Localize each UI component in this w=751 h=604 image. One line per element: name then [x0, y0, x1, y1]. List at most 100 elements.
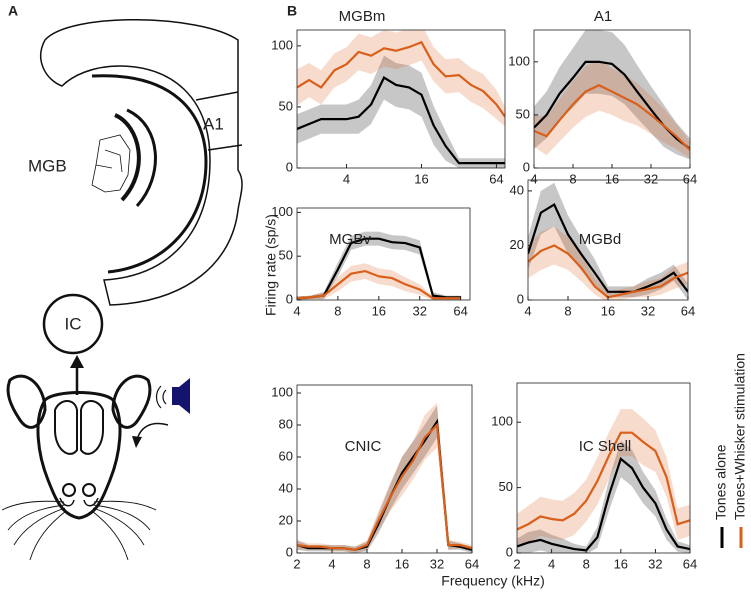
chart-title: MGBv: [329, 231, 371, 248]
plot-frame: [516, 382, 691, 554]
y-tick-label: 40: [279, 480, 293, 495]
error-band: [297, 402, 472, 553]
y-tick-label: 100: [271, 204, 293, 219]
x-tick-label: 32: [430, 556, 444, 571]
x-tick-label: 8: [363, 556, 370, 571]
x-tick-label: 8: [564, 303, 571, 318]
y-tick-label: 0: [506, 544, 513, 559]
x-axis-label: Frequency (kHz): [441, 573, 544, 589]
plot-frame: [296, 207, 471, 301]
error-band: [297, 30, 505, 127]
x-tick-label: 32: [648, 556, 662, 571]
inferior-colliculus: IC: [42, 293, 104, 355]
curved-arrow: [132, 422, 169, 448]
y-tick-label: 0: [286, 544, 293, 559]
chart-title: A1: [594, 8, 612, 25]
series-line: [297, 40, 505, 118]
x-tick-label: 4: [343, 171, 350, 186]
y-tick-label: 60: [279, 448, 293, 463]
series-line: [297, 76, 505, 165]
x-tick-label: 8: [583, 556, 590, 571]
x-tick-label: 8: [334, 303, 341, 318]
series-line: [534, 83, 690, 151]
panel-label: A: [8, 3, 18, 19]
x-tick-label: 16: [601, 303, 615, 318]
x-tick-label: 32: [641, 303, 655, 318]
plot-area: [297, 231, 461, 300]
legend-label: Tones+Whisker stimulation: [732, 353, 748, 520]
series-line: [517, 431, 690, 531]
series-line: [297, 422, 472, 551]
error-band: [297, 55, 505, 168]
error-band: [534, 59, 690, 159]
y-tick-label: 20: [279, 512, 293, 527]
speaker: [155, 378, 190, 414]
x-tick-label: 16: [372, 303, 386, 318]
y-tick-label: 100: [508, 53, 530, 68]
plot-frame: [296, 384, 473, 554]
x-tick-label: 64: [489, 171, 503, 186]
x-tick-label: 4: [328, 556, 335, 571]
region-label: IC: [65, 314, 82, 333]
chart: 2 4 8 16 32 64 0 50 100 IC Shell: [491, 382, 697, 571]
y-tick-label: 100: [271, 37, 293, 52]
x-tick-label: 64: [453, 303, 467, 318]
panel-label: B: [287, 3, 297, 19]
x-tick-label: 16: [414, 171, 428, 186]
series-line: [517, 456, 690, 552]
brain-section: MGB A1: [28, 19, 243, 306]
chart-title: MGBm: [339, 8, 386, 25]
x-tick-label: 32: [412, 303, 426, 318]
y-tick-label: 40: [510, 182, 524, 197]
y-axis-label: Firing rate (sp/s): [263, 214, 279, 316]
error-band: [528, 182, 688, 300]
error-band: [534, 30, 690, 160]
y-tick-label: 50: [279, 248, 293, 263]
plot-area: [534, 30, 690, 160]
x-tick-label: 64: [465, 556, 479, 571]
y-tick-label: 50: [279, 98, 293, 113]
plot-area: [297, 402, 472, 553]
y-tick-label: 80: [279, 416, 293, 431]
error-band: [528, 226, 688, 300]
error-band: [517, 409, 690, 546]
x-tick-label: 4: [548, 556, 555, 571]
x-tick-label: 64: [681, 303, 695, 318]
chart: 2 4 8 16 32 64 0 20 40 60 80 100 CNIC: [271, 384, 479, 571]
legend-label: Tones alone: [713, 444, 729, 520]
x-tick-label: 16: [614, 556, 628, 571]
series-line: [297, 418, 472, 551]
y-tick-label: 0: [517, 291, 524, 306]
series-line: [528, 202, 688, 293]
plot-area: [517, 409, 690, 553]
region-label: MGB: [28, 156, 67, 175]
y-tick-label: 0: [286, 291, 293, 306]
x-tick-label: 2: [513, 556, 520, 571]
x-tick-label: 4: [524, 303, 531, 318]
chart-title: CNIC: [345, 438, 382, 455]
plot-area: [297, 30, 505, 168]
rat-head: [1, 374, 157, 561]
x-tick-label: 4: [530, 171, 537, 186]
x-tick-label: 16: [605, 171, 619, 186]
region-label: A1: [203, 114, 224, 133]
chart: 4 8 16 32 64 0 20 40 MGBd: [510, 179, 695, 318]
x-tick-label: 32: [644, 171, 658, 186]
y-tick-label: 100: [491, 414, 513, 429]
x-tick-label: 2: [293, 556, 300, 571]
x-tick-label: 4: [293, 303, 300, 318]
series-line: [297, 269, 461, 300]
y-tick-label: 0: [286, 159, 293, 174]
y-tick-label: 50: [499, 479, 513, 494]
y-tick-label: 20: [510, 237, 524, 252]
arrow-up: [70, 355, 84, 395]
y-tick-label: 100: [271, 384, 293, 399]
error-band: [297, 405, 472, 553]
plot-frame: [296, 29, 506, 169]
x-tick-label: 8: [569, 171, 576, 186]
x-tick-label: 16: [395, 556, 409, 571]
chart: 4 16 64 0 50 100 MGBm: [271, 8, 506, 186]
error-band: [297, 231, 461, 300]
x-tick-label: 64: [683, 171, 697, 186]
